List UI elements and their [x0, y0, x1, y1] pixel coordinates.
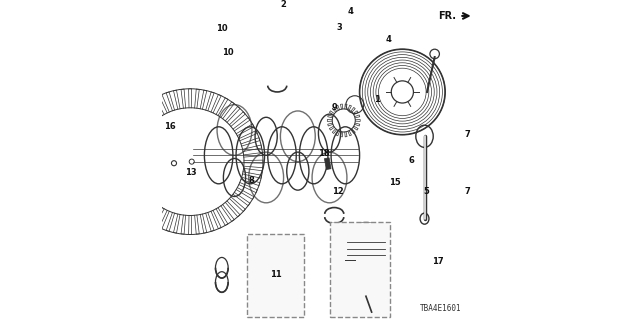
Text: 11: 11 — [271, 269, 282, 279]
Text: 4: 4 — [348, 7, 354, 16]
Text: 16: 16 — [164, 122, 175, 131]
Text: 2: 2 — [280, 0, 287, 9]
Text: 13: 13 — [185, 168, 196, 177]
Text: 17: 17 — [432, 257, 444, 266]
Text: 8: 8 — [248, 176, 254, 185]
Text: 12: 12 — [332, 187, 344, 196]
Bar — [324, 158, 331, 170]
FancyBboxPatch shape — [330, 222, 390, 317]
FancyBboxPatch shape — [346, 231, 387, 304]
FancyBboxPatch shape — [257, 241, 298, 310]
Text: 15: 15 — [390, 178, 401, 187]
Text: 10: 10 — [222, 48, 234, 57]
Text: 7: 7 — [465, 187, 470, 196]
Text: 10: 10 — [216, 24, 228, 33]
Text: TBA4E1601: TBA4E1601 — [420, 304, 461, 313]
Text: 4: 4 — [385, 35, 391, 44]
Text: 3: 3 — [337, 22, 342, 32]
Text: 1: 1 — [374, 95, 380, 104]
Text: 7: 7 — [465, 130, 470, 139]
Text: 9: 9 — [332, 103, 337, 112]
Text: 18: 18 — [318, 149, 330, 158]
Text: 6: 6 — [409, 156, 415, 164]
Text: FR.: FR. — [438, 11, 456, 21]
FancyBboxPatch shape — [247, 235, 304, 317]
Text: 5: 5 — [423, 187, 429, 196]
